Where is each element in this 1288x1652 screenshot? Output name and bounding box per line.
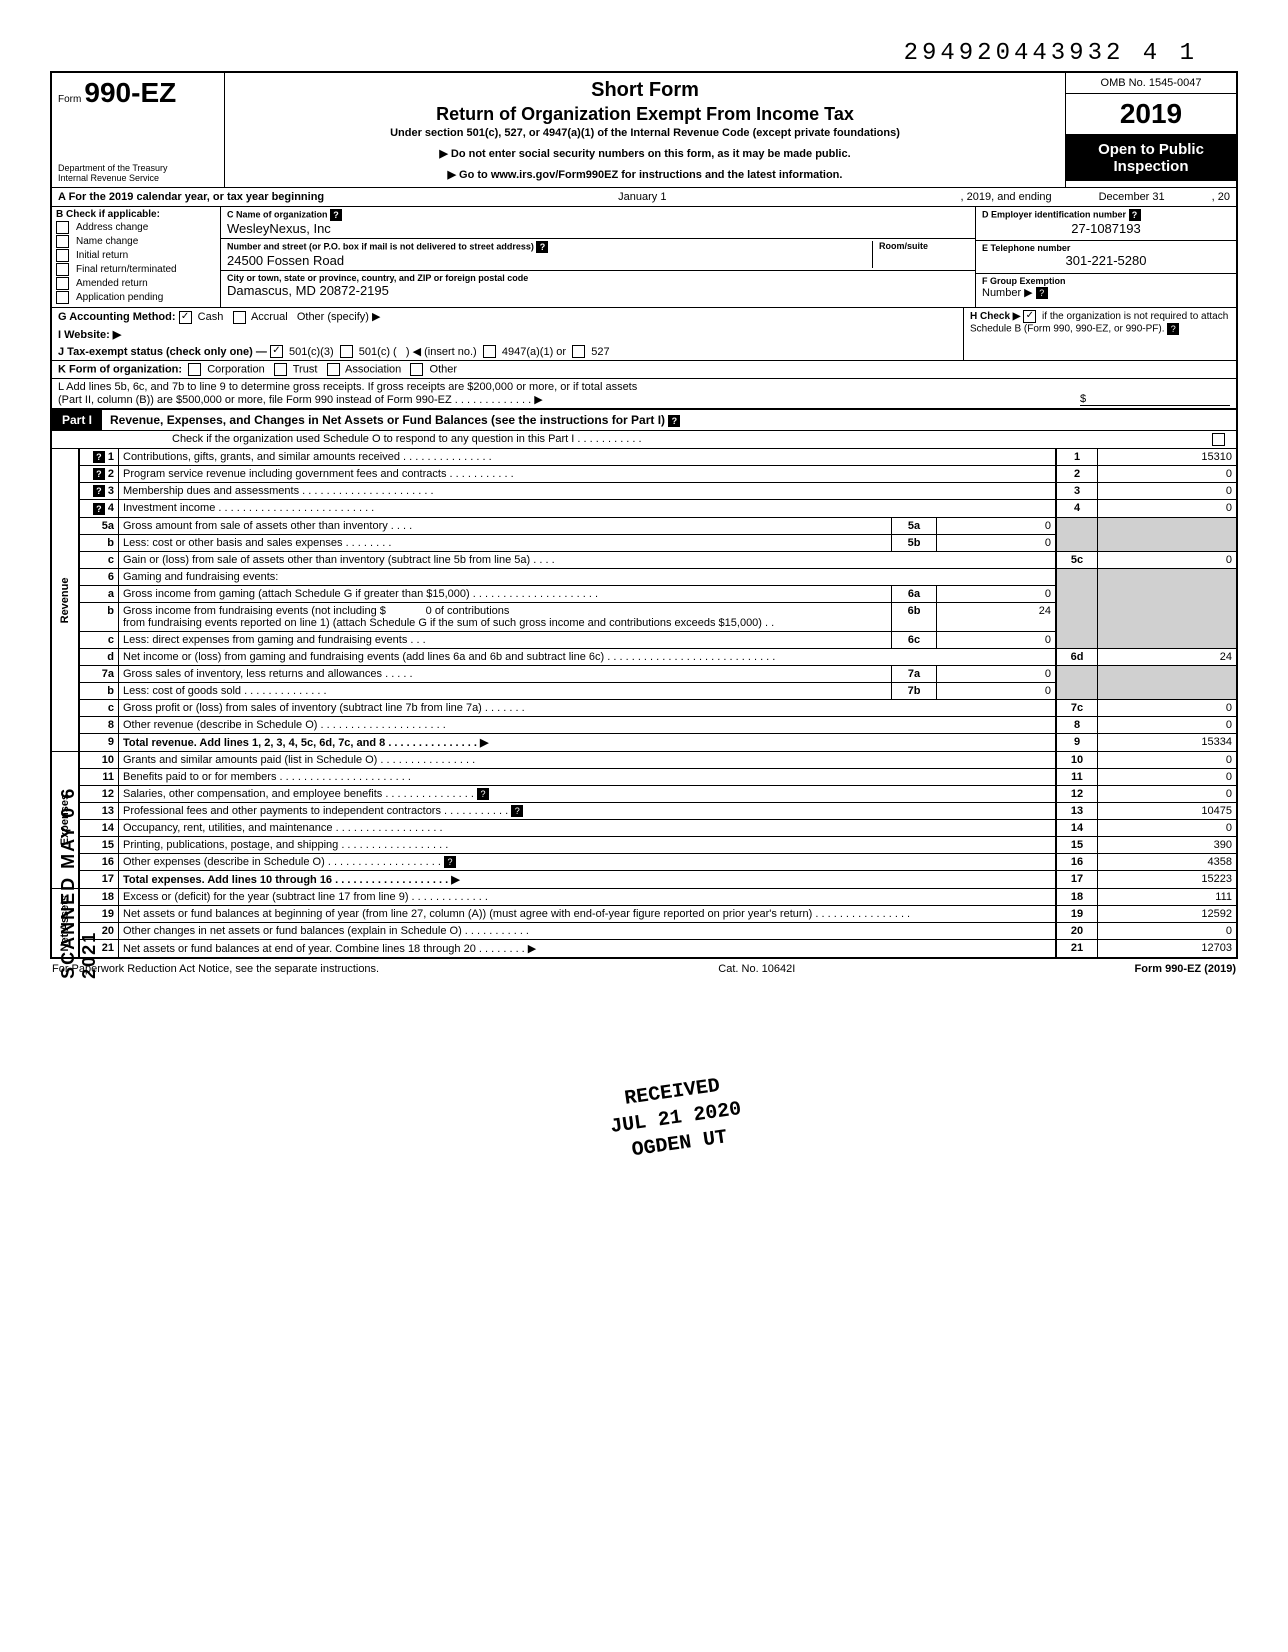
part-1-tag: Part I [52,410,102,430]
chk-amended-return[interactable] [56,277,69,290]
document-number: 294920443932 4 1 [50,40,1238,67]
note-ssn: ▶ Do not enter social security numbers o… [235,147,1055,160]
note-url: ▶ Go to www.irs.gov/Form990EZ for instru… [235,168,1055,181]
help-icon: ? [511,805,523,817]
received-stamp: RECEIVED JUL 21 2020 OGDEN UT [605,1071,747,1167]
chk-name-change[interactable] [56,235,69,248]
part-1-title: Revenue, Expenses, and Changes in Net As… [102,410,1236,430]
chk-application-pending[interactable] [56,291,69,304]
help-icon: ? [93,485,105,497]
chk-other-org[interactable] [410,363,423,376]
help-icon: ? [536,241,548,253]
dept-line-2: Internal Revenue Service [58,173,218,183]
chk-association[interactable] [327,363,340,376]
chk-527[interactable] [572,345,585,358]
title-return: Return of Organization Exempt From Incom… [235,104,1055,125]
scanned-stamp: SCANNED MAY 0 6 2021 [58,760,100,979]
help-icon: ? [330,209,342,221]
help-icon: ? [93,451,105,463]
side-revenue: Revenue [51,449,79,751]
chk-schedule-o[interactable] [1212,433,1225,446]
help-icon: ? [668,415,680,427]
chk-cash[interactable]: ✓ [179,311,192,324]
col-b-checkboxes: B Check if applicable: Address change Na… [52,207,221,307]
chk-schedule-b[interactable]: ✓ [1023,310,1036,323]
form-number: 990-EZ [84,77,176,108]
row-a-tax-year: A For the 2019 calendar year, or tax yea… [50,187,1238,206]
chk-trust[interactable] [274,363,287,376]
line-1-amount: 15310 [1098,449,1238,466]
telephone: 301-221-5280 [982,253,1230,268]
form-prefix: Form [58,94,81,105]
form-header: Form 990-EZ Department of the Treasury I… [50,71,1238,187]
footer: For Paperwork Reduction Act Notice, see … [50,959,1238,979]
chk-accrual[interactable] [233,311,246,324]
help-icon: ? [93,468,105,480]
help-icon: ? [444,856,456,868]
org-name: WesleyNexus, Inc [227,221,969,236]
org-address: 24500 Fossen Road [227,253,872,268]
help-icon: ? [93,503,105,515]
ein: 27-1087193 [982,221,1230,236]
inspection: Inspection [1070,158,1232,175]
chk-initial-return[interactable] [56,249,69,262]
chk-501c[interactable] [340,345,353,358]
gross-receipts-amount: $ [1080,393,1230,406]
omb-number: OMB No. 1545-0047 [1066,73,1236,94]
lines-table: Revenue ? 1 Contributions, gifts, grants… [50,448,1238,959]
help-icon: ? [1167,323,1179,335]
title-short-form: Short Form [235,79,1055,102]
chk-corporation[interactable] [188,363,201,376]
open-to-public: Open to Public [1070,141,1232,158]
chk-address-change[interactable] [56,221,69,234]
subtitle: Under section 501(c), 527, or 4947(a)(1)… [235,127,1055,139]
chk-501c3[interactable]: ✓ [270,345,283,358]
chk-final-return[interactable] [56,263,69,276]
tax-year: 2019 [1066,94,1236,135]
chk-4947[interactable] [483,345,496,358]
help-icon: ? [477,788,489,800]
dept-line-1: Department of the Treasury [58,163,218,173]
help-icon: ? [1129,209,1141,221]
org-city: Damascus, MD 20872-2195 [227,283,969,298]
help-icon: ? [1036,287,1048,299]
